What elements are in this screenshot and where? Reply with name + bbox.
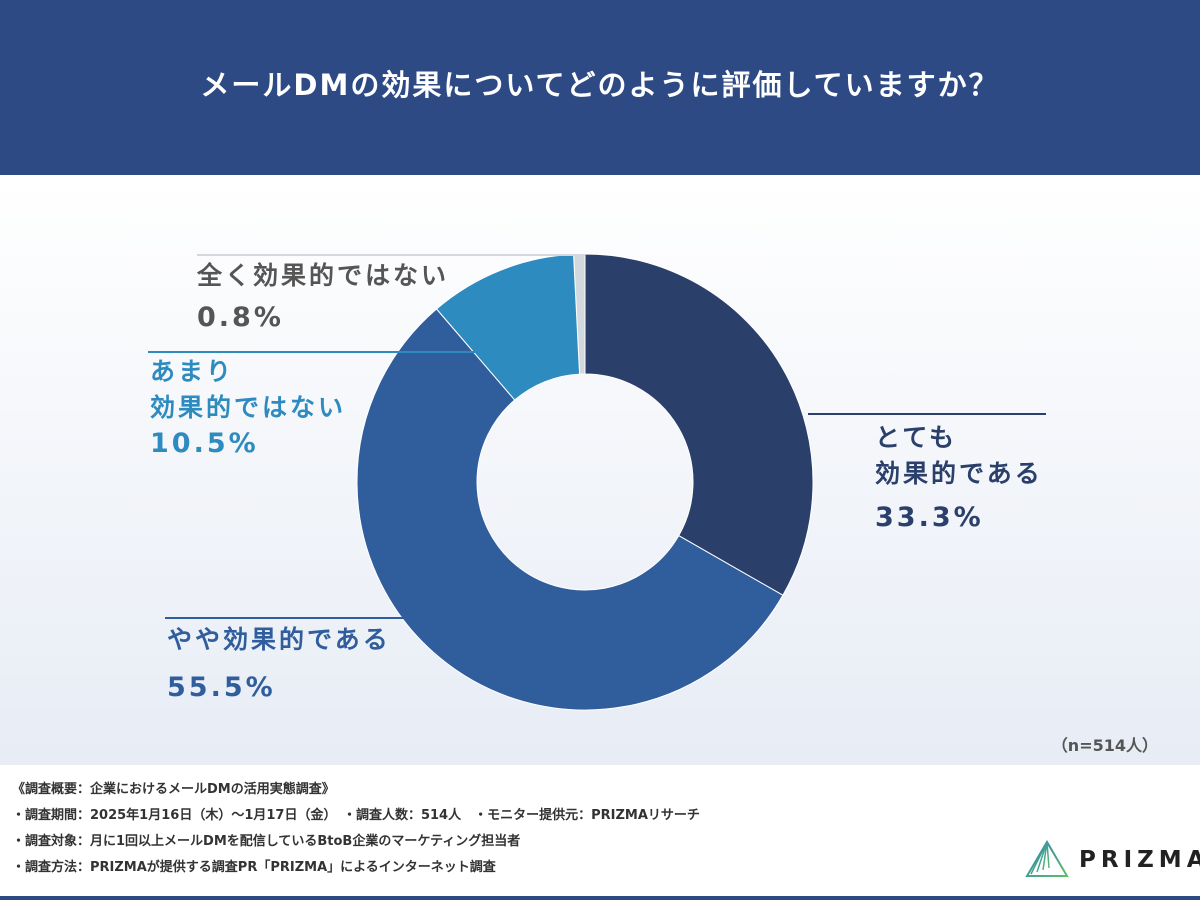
note-line: ・調査期間：2025年1月16日（木）～1月17日（金） ・調査人数：514人 … (12, 808, 700, 823)
prism-icon (1025, 840, 1069, 877)
label-text: とても (875, 423, 958, 452)
label-value: 10.5% (150, 428, 259, 459)
donut-slice-1 (356, 308, 784, 711)
prizma-logo: PRIZMA (1025, 840, 1200, 880)
donut-slice-0 (584, 253, 814, 596)
bottom-bar (0, 896, 1200, 900)
label-slice-0: とても 効果的である 33.3% (875, 420, 1043, 536)
label-slice-3: 全く効果的ではない 0.8% (197, 258, 449, 336)
label-text: 全く効果的ではない (197, 261, 450, 290)
note-line: ・調査対象：月に1回以上メールDMを配信しているBtoB企業のマーケティング担当… (12, 834, 521, 849)
label-slice-2: あまり 効果的ではない 10.5% (150, 354, 346, 462)
label-text: 効果的ではない (150, 393, 347, 422)
label-value: 33.3% (875, 502, 984, 533)
note-line: ・調査方法：PRIZMAが提供する調査PR「PRIZMA」によるインターネット調… (12, 860, 496, 875)
header: メールDMの効果についてどのように評価していますか？ (0, 0, 1200, 175)
label-value: 55.5% (167, 672, 276, 703)
note-line: 《調査概要：企業におけるメールDMの活用実態調査》 (12, 782, 335, 797)
label-text: やや効果的である (167, 625, 391, 654)
survey-notes: 《調査概要：企業におけるメールDMの活用実態調査》 ・調査期間：2025年1月1… (12, 777, 700, 881)
label-text: 効果的である (875, 459, 1043, 488)
label-value: 0.8% (197, 302, 284, 333)
logo-text: PRIZMA (1079, 847, 1200, 873)
sample-size: （n=514人） (1051, 736, 1158, 755)
page-title: メールDMの効果についてどのように評価していますか？ (200, 67, 1000, 102)
label-slice-1: やや効果的である 55.5% (167, 622, 391, 706)
label-text: あまり (150, 357, 235, 386)
